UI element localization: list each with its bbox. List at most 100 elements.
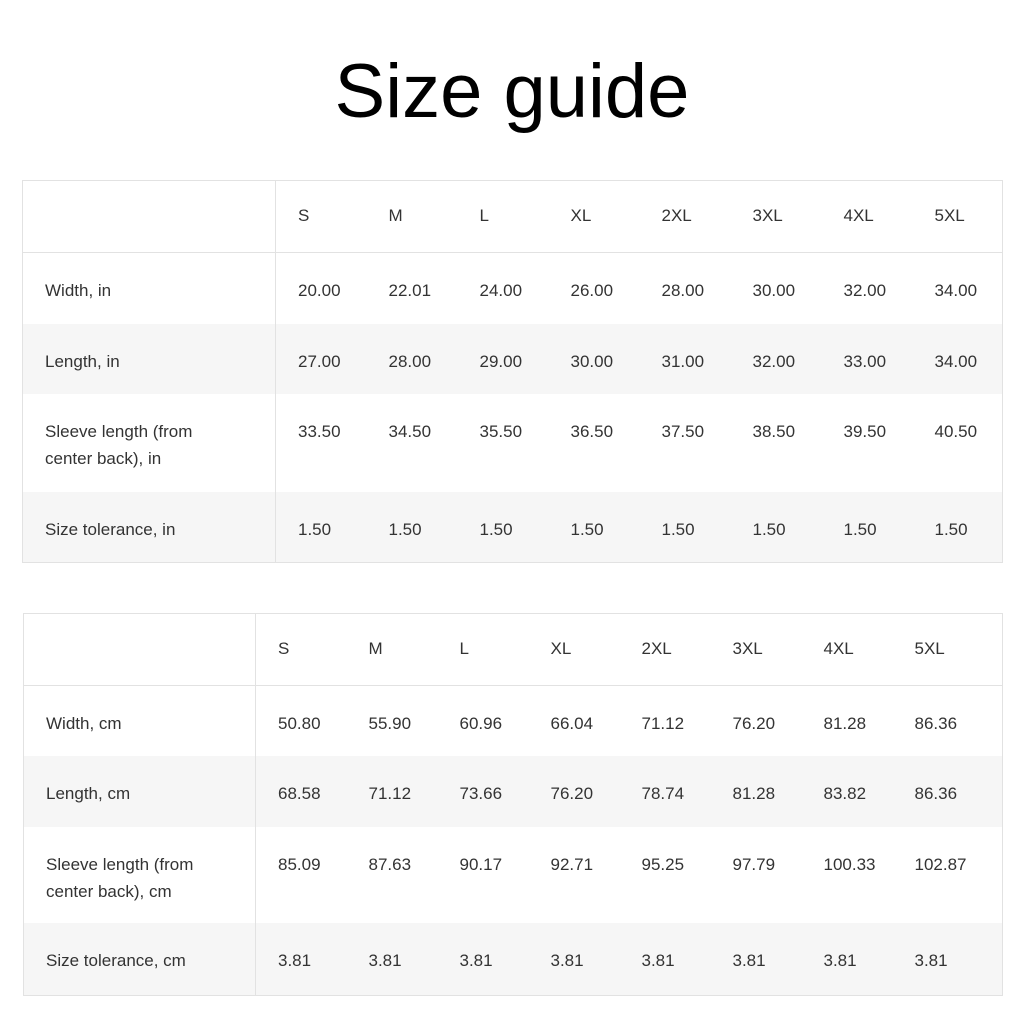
value-cell: 100.33 [823,854,876,874]
row-label: Width, in [22,252,276,324]
row-label: Sleeve length (from center back), cm [23,826,256,923]
row-label: Sleeve length (from center back), in [22,393,276,492]
size-header: 5XL [892,613,1003,686]
value-cell: 1.50 [457,491,549,563]
value-cell: 33.00 [821,323,913,394]
value-cell: 1.50 [821,491,913,563]
size-header: 3XL [730,180,822,253]
row-label: Size tolerance, cm [23,922,256,996]
value-cell: 28.00 [661,281,705,300]
row-label: Width, cm [23,685,256,756]
size-header: S [275,180,367,253]
value-cell: 50.80 [278,714,321,733]
table-row: Sleeve length (from center back), cm 85.0… [23,826,1003,923]
table-row: Length, cm 68.58 71.12 73.66 76.20 78.74 81.28… [23,755,1003,827]
value-cell: 76.20 [528,755,620,827]
value-cell: 34.00 [912,323,1003,394]
value-cell: 97.79 [732,854,776,874]
value-cell: 102.87 [914,854,967,874]
value-cell: 3.81 [346,922,438,996]
size-header: 5XL [912,180,1003,253]
value-cell: 32.00 [843,281,887,300]
value-cell: 1.50 [730,491,822,563]
size-header: L [457,180,549,253]
value-cell: 3.81 [255,922,347,996]
size-table-cm: S M L XL 2XL 3XL 4XL 5XL Width, cm 50.80 55.90 60.9… [23,613,1003,996]
value-cell: 3.81 [437,922,529,996]
value-cell: 30.00 [548,323,640,394]
value-cell: 32.00 [730,323,822,394]
value-cell: 27.00 [275,323,367,394]
page-title: Size guide [334,49,690,134]
value-cell: 1.50 [366,491,458,563]
table-row: Width, cm 50.80 55.90 60.96 66.04 71.12 76.20 8… [23,685,1003,756]
value-cell: 30.00 [752,281,796,300]
value-cell: 3.81 [528,922,620,996]
table-row: Width, in 20.00 22.01 24.00 26.00 28.00 30.00 3… [22,252,1003,324]
value-cell: 86.36 [914,714,958,733]
header-row: S M L XL 2XL 3XL 4XL 5XL [22,180,1003,253]
value-cell: 85.09 [278,854,321,874]
value-cell: 92.71 [550,854,594,874]
value-cell: 81.28 [710,755,802,827]
value-cell: 35.50 [479,421,523,441]
value-cell: 37.50 [661,421,705,441]
value-cell: 87.63 [368,854,412,874]
size-header: XL [548,180,640,253]
value-cell: 24.00 [479,281,523,300]
size-header: XL [528,613,620,686]
value-cell: 1.50 [275,491,367,563]
value-cell: 83.82 [801,755,893,827]
value-cell: 86.36 [892,755,1003,827]
value-cell: 34.00 [934,281,978,300]
value-cell: 60.96 [459,714,503,733]
size-header: M [366,180,458,253]
value-cell: 3.81 [619,922,711,996]
value-cell: 78.74 [619,755,711,827]
value-cell: 55.90 [368,714,412,733]
value-cell: 3.81 [801,922,893,996]
value-cell: 39.50 [843,421,887,441]
value-cell: 26.00 [570,281,614,300]
value-cell: 3.81 [710,922,802,996]
header-empty-cell [23,613,256,686]
value-cell: 76.20 [732,714,776,733]
value-cell: 3.81 [892,922,1003,996]
table-row: Sleeve length (from center back), in 33.5… [22,393,1003,492]
table-row: Size tolerance, cm 3.81 3.81 3.81 3.81 3.81 3.… [23,922,1003,996]
size-header: 2XL [639,180,731,253]
value-cell: 71.12 [641,714,685,733]
value-cell: 36.50 [570,421,614,441]
size-table-inches: S M L XL 2XL 3XL 4XL 5XL Width, in 20.00 22.01 24.0… [22,180,1003,563]
value-cell: 38.50 [752,421,796,441]
value-cell: 95.25 [641,854,685,874]
size-header: S [255,613,347,686]
value-cell: 34.50 [388,421,432,441]
size-header: 4XL [821,180,913,253]
header-empty-cell [22,180,276,253]
row-label: Length, cm [23,755,256,827]
table-row: Size tolerance, in 1.50 1.50 1.50 1.50 1.50 1.… [22,491,1003,563]
size-header: 2XL [619,613,711,686]
value-cell: 1.50 [548,491,640,563]
value-cell: 33.50 [298,421,341,441]
value-cell: 66.04 [550,714,594,733]
value-cell: 29.00 [457,323,549,394]
size-header: 3XL [710,613,802,686]
value-cell: 22.01 [388,281,432,300]
value-cell: 40.50 [934,421,978,441]
value-cell: 31.00 [639,323,731,394]
header-row: S M L XL 2XL 3XL 4XL 5XL [23,613,1003,686]
size-header: L [437,613,529,686]
value-cell: 1.50 [912,491,1003,563]
value-cell: 68.58 [255,755,347,827]
table-row: Length, in 27.00 28.00 29.00 30.00 31.00 32.00… [22,323,1003,394]
value-cell: 71.12 [346,755,438,827]
value-cell: 28.00 [366,323,458,394]
row-label: Length, in [22,323,276,394]
value-cell: 20.00 [298,281,341,300]
value-cell: 73.66 [437,755,529,827]
row-label: Size tolerance, in [22,491,276,563]
size-header: M [346,613,438,686]
value-cell: 90.17 [459,854,503,874]
